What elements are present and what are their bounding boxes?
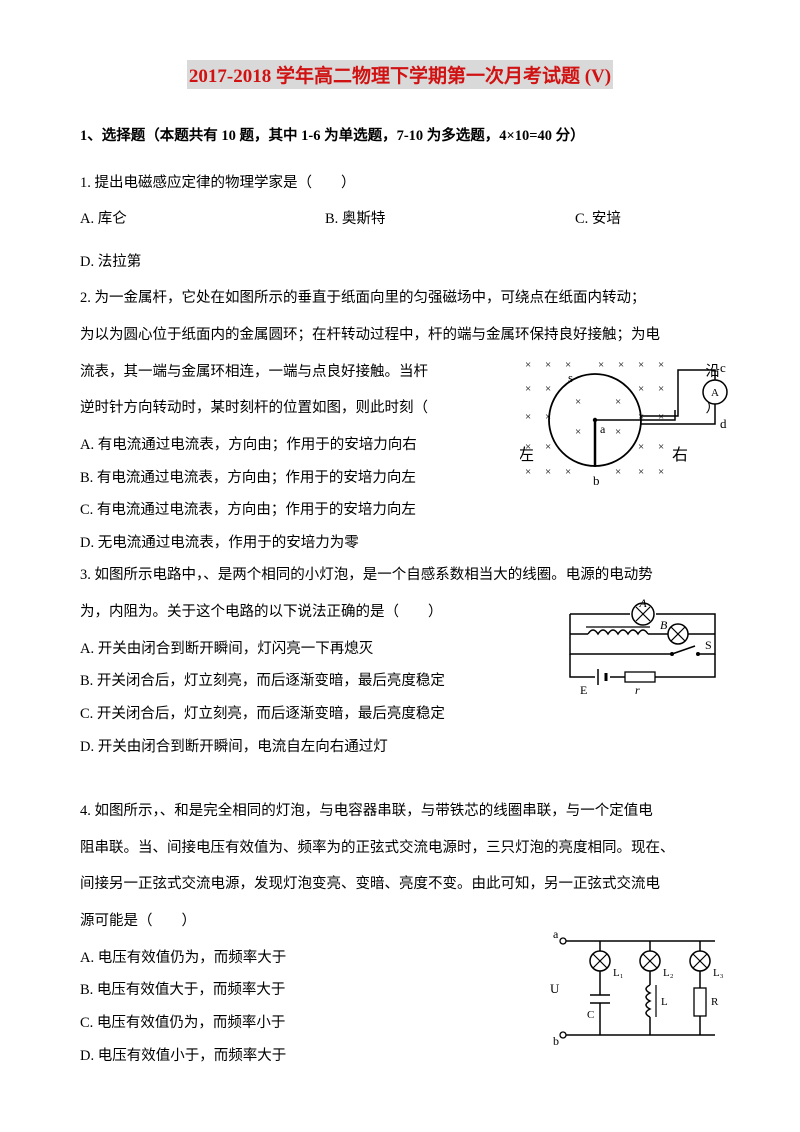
q2-line2: 为以为圆心位于纸面内的金属圆环；在杆转动过程中，杆的端与金属环保持良好接触；为电 — [80, 319, 720, 352]
svg-text:×: × — [545, 383, 551, 395]
q3-block: 3. 如图所示电路中，、是两个相同的小灯泡，是一个自感系数相当大的线圈。电源的电… — [80, 559, 720, 763]
svg-text:A: A — [638, 599, 647, 610]
svg-text:U: U — [550, 981, 560, 996]
svg-text:×: × — [615, 466, 621, 478]
svg-text:×: × — [618, 359, 624, 371]
svg-text:×: × — [525, 466, 531, 478]
svg-text:L₁: L₁ — [613, 967, 624, 979]
svg-text:B: B — [660, 618, 668, 632]
svg-text:L₂: L₂ — [663, 967, 674, 979]
q4-block: 4. 如图所示，、和是完全相同的灯泡，与电容器串联，与带铁芯的线圈串联，与一个定… — [80, 795, 720, 1072]
svg-text:×: × — [658, 466, 664, 478]
svg-text:A: A — [711, 387, 719, 399]
q1-stem: 1. 提出电磁感应定律的物理学家是（ ） — [80, 167, 720, 200]
q2-figure: ××××××× ×××× ×××× ×××× ×××××× ×× ×× A s … — [520, 350, 730, 515]
svg-text:×: × — [525, 411, 531, 423]
svg-text:×: × — [575, 426, 581, 438]
svg-text:×: × — [615, 396, 621, 408]
page-title: 2017-2018 学年高二物理下学期第一次月考试题 (V) — [187, 60, 613, 89]
svg-text:d: d — [720, 416, 727, 431]
q4-line3: 间接另一正弦式交流电源，发现灯泡变亮、变暗、亮度不变。由此可知，另一正弦式交流电 — [80, 868, 720, 901]
svg-text:b: b — [553, 1034, 559, 1048]
q2-line4l: 逆时针方向转动时，某时刻杆的位置如图，则此时刻（ — [80, 392, 428, 425]
svg-text:×: × — [638, 359, 644, 371]
svg-text:×: × — [638, 466, 644, 478]
svg-text:×: × — [545, 441, 551, 453]
svg-text:×: × — [545, 466, 551, 478]
q1-opt-c: C. 安培 — [575, 203, 621, 236]
svg-text:×: × — [658, 441, 664, 453]
q1-options-row1: A. 库仑 B. 奥斯特 C. 安培 — [80, 203, 720, 236]
svg-text:C: C — [587, 1009, 594, 1021]
svg-text:s: s — [568, 370, 573, 385]
svg-text:左: 左 — [520, 446, 534, 464]
svg-text:L: L — [661, 996, 668, 1008]
q1-opt-b: B. 奥斯特 — [325, 203, 575, 236]
svg-text:×: × — [575, 396, 581, 408]
svg-text:c: c — [720, 360, 726, 375]
svg-text:×: × — [598, 359, 604, 371]
q4-line1: 4. 如图所示，、和是完全相同的灯泡，与电容器串联，与带铁芯的线圈串联，与一个定… — [80, 795, 720, 828]
svg-text:a: a — [553, 927, 559, 941]
q3-line1: 3. 如图所示电路中，、是两个相同的小灯泡，是一个自感系数相当大的线圈。电源的电… — [80, 559, 720, 592]
svg-text:×: × — [658, 383, 664, 395]
q4-figure: a b U L₁ C L₂ L — [545, 923, 730, 1058]
q2-line1: 2. 为一金属杆，它处在如图所示的垂直于纸面向里的匀强磁场中，可绕点在纸面内转动… — [80, 282, 720, 315]
svg-text:a: a — [600, 422, 606, 436]
svg-text:×: × — [638, 441, 644, 453]
q1-opt-d: D. 法拉第 — [80, 246, 720, 279]
svg-text:E: E — [580, 683, 587, 697]
q2-block: 2. 为一金属杆，它处在如图所示的垂直于纸面向里的匀强磁场中，可绕点在纸面内转动… — [80, 282, 720, 559]
svg-text:R: R — [711, 996, 719, 1008]
q3-figure: A B S E r — [560, 599, 725, 704]
svg-text:×: × — [565, 466, 571, 478]
svg-text:×: × — [615, 426, 621, 438]
svg-text:S: S — [705, 638, 712, 652]
svg-text:×: × — [658, 411, 664, 423]
svg-text:L₃: L₃ — [713, 967, 724, 979]
svg-text:×: × — [525, 383, 531, 395]
svg-text:r: r — [635, 683, 640, 697]
svg-text:右: 右 — [672, 446, 688, 464]
svg-text:×: × — [638, 383, 644, 395]
section-heading: 1、选择题（本题共有 10 题，其中 1-6 为单选题，7-10 为多选题，4×… — [80, 123, 720, 151]
q4-line2: 阻串联。当、间接电压有效值为、频率为的正弦式交流电源时，三只灯泡的亮度相同。现在… — [80, 832, 720, 865]
q1-opt-a: A. 库仑 — [80, 203, 325, 236]
q2-opt-d: D. 无电流通过电流表，作用于的安培力为零 — [80, 527, 720, 560]
svg-text:×: × — [545, 359, 551, 371]
svg-text:b: b — [593, 473, 600, 488]
svg-text:×: × — [525, 359, 531, 371]
q2-line3l: 流表，其一端与金属环相连，一端与点良好接触。当杆 — [80, 356, 428, 389]
svg-text:×: × — [658, 359, 664, 371]
q3-opt-d: D. 开关由闭合到断开瞬间，电流自左向右通过灯 — [80, 731, 720, 764]
